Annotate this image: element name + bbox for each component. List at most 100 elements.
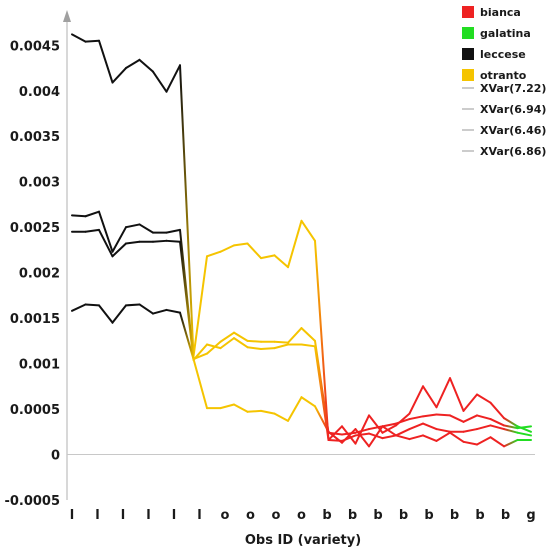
series-segment (368, 425, 384, 448)
series-segment (435, 413, 451, 417)
series-segment (246, 346, 262, 351)
x-tick-label: b (399, 508, 408, 523)
x-tick-label: l (95, 508, 99, 523)
series-segment (260, 347, 276, 351)
series-line (71, 33, 532, 445)
series-lines (71, 33, 532, 448)
series-segment (111, 304, 127, 324)
series-segment (408, 415, 424, 421)
series-segment (165, 64, 181, 93)
series-segment (476, 414, 492, 421)
series-segment (246, 339, 262, 343)
series-segment (368, 425, 384, 431)
series-segment (233, 403, 249, 413)
y-tick-label: 0.001 (19, 358, 60, 373)
series-segment (273, 340, 289, 344)
series-segment (165, 308, 181, 314)
series-segment (71, 33, 87, 43)
series-segment (327, 430, 343, 444)
series-segment (381, 422, 397, 428)
series-segment (422, 385, 438, 409)
legend-item-line[interactable]: XVar(6.46) (462, 124, 546, 137)
series-segment (71, 214, 87, 218)
series-segment (449, 431, 465, 443)
series-segment (125, 303, 141, 307)
legend-item-line[interactable]: XVar(7.22) (462, 82, 546, 95)
series-segment (341, 428, 357, 444)
series-segment (179, 311, 195, 361)
legend-item-line[interactable]: XVar(6.94) (462, 103, 546, 116)
legend-swatch (462, 27, 474, 39)
series-segment (395, 434, 411, 441)
series-segment (422, 422, 438, 431)
y-tick-label: 0.0035 (10, 130, 60, 145)
series-segment (476, 393, 492, 404)
series-segment (422, 434, 438, 442)
legend-label: XVar(6.86) (480, 145, 546, 158)
series-segment (314, 345, 330, 441)
series-segment (233, 242, 249, 247)
y-tick-label: 0.003 (19, 176, 60, 191)
series-segment (516, 431, 532, 437)
y-tick-label: 0.002 (19, 267, 60, 282)
series-segment (179, 64, 195, 358)
series-segment (489, 424, 505, 431)
series-segment (462, 393, 478, 412)
series-segment (192, 358, 208, 410)
x-tick-label: l (146, 508, 150, 523)
series-segment (435, 377, 451, 409)
series-segment (341, 431, 357, 436)
y-tick-label: -0.0005 (4, 494, 60, 509)
legend-item-otranto[interactable]: otranto (462, 69, 527, 82)
legend-label: leccese (480, 48, 526, 61)
series-segment (152, 308, 168, 315)
series-segment (300, 396, 316, 408)
series-segment (354, 432, 370, 437)
x-tick-label: b (424, 508, 433, 523)
legend-label: XVar(6.46) (480, 124, 546, 137)
series-segment (273, 412, 289, 422)
legend-label: XVar(7.22) (480, 82, 546, 95)
series-segment (192, 255, 208, 358)
legend-label: galatina (480, 27, 531, 40)
series-segment (408, 434, 424, 441)
series-segment (260, 409, 276, 415)
series-segment (219, 337, 235, 350)
x-axis-label: Obs ID (variety) (245, 533, 361, 548)
series-segment (273, 343, 289, 350)
y-axis-arrow (63, 10, 71, 22)
legend-item-bianca[interactable]: bianca (462, 6, 521, 19)
legend-item-galatina[interactable]: galatina (462, 27, 531, 40)
x-tick-label: b (475, 508, 484, 523)
legend-label: XVar(6.94) (480, 103, 546, 116)
series-segment (125, 58, 141, 70)
series-segment (314, 405, 330, 433)
series-segment (422, 413, 438, 418)
series-segment (300, 219, 316, 242)
series-segment (206, 343, 222, 350)
x-tick-label: b (450, 508, 459, 523)
x-tick-label: o (246, 508, 255, 523)
series-segment (233, 331, 249, 342)
legend-item-leccese[interactable]: leccese (462, 48, 526, 61)
legend-item-line[interactable]: XVar(6.86) (462, 145, 546, 158)
series-segment (165, 228, 181, 234)
series-segment (165, 239, 181, 243)
series-segment (381, 425, 397, 437)
series-segment (287, 219, 303, 269)
series-segment (381, 434, 397, 440)
y-tick-label: 0.0045 (10, 39, 60, 54)
series-segment (84, 39, 100, 43)
series-segment (287, 327, 303, 344)
x-tick-label: b (348, 508, 357, 523)
y-tick-label: 0.0005 (10, 403, 60, 418)
x-tick-label: l (121, 508, 125, 523)
series-segment (435, 431, 451, 442)
series-segment (192, 343, 208, 361)
series-segment (449, 377, 465, 412)
x-tick-label: o (272, 508, 281, 523)
series-segment (462, 440, 478, 446)
y-tick-label: 0 (51, 449, 60, 464)
